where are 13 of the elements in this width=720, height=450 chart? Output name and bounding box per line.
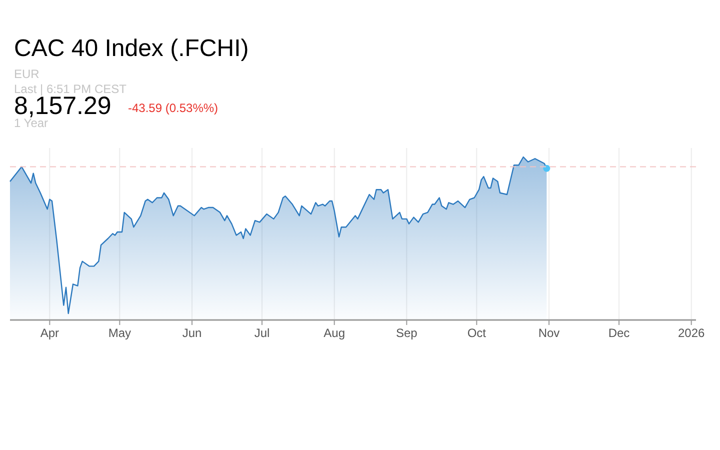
x-tick-label: May: [108, 326, 132, 340]
x-tick-label: Dec: [608, 326, 630, 340]
x-tick-label: Apr: [40, 326, 60, 340]
x-tick-label: Sep: [396, 326, 418, 340]
x-tick-label: Aug: [324, 326, 346, 340]
text: -43.59 (0.53%%): [128, 101, 218, 115]
x-tick-label: Jun: [182, 326, 202, 340]
x-tick-label: 2026: [678, 326, 706, 340]
x-tick-label: Jul: [254, 326, 270, 340]
x-tick-label: Oct: [467, 326, 487, 340]
chart-title: CAC 40 Index (.FCHI): [14, 35, 249, 62]
x-tick-label: Nov: [538, 326, 560, 340]
text: EUR: [14, 67, 40, 81]
